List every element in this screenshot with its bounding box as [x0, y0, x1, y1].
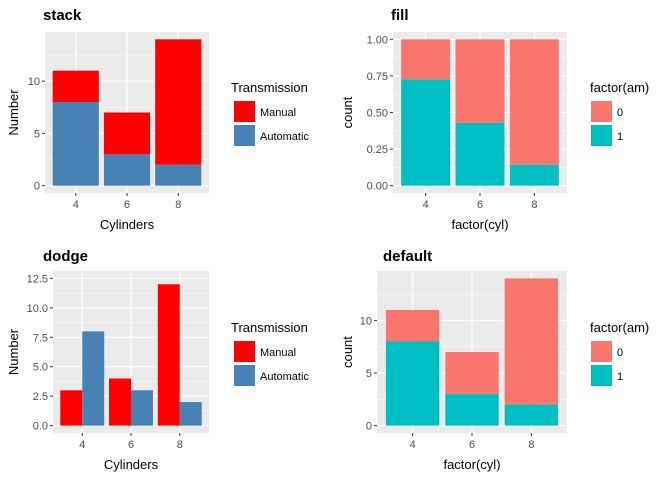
x-tick-label: 6 — [469, 439, 475, 451]
x-tick-label: 8 — [531, 199, 537, 211]
chart-title: stack — [43, 7, 82, 24]
legend: Transmission Manual Automatic — [231, 320, 309, 386]
y-axis-label: Number — [6, 89, 21, 136]
panel-stack: 0 5 10 4 6 8 stack Cylinders Number Transmission M… — [6, 7, 309, 232]
legend-title: Transmission — [231, 320, 308, 335]
y-tick-label: 0.50 — [367, 108, 388, 120]
bar-1-8 — [509, 164, 559, 186]
legend-label: Automatic — [260, 371, 309, 383]
y-tick-label: 0 — [34, 181, 40, 193]
y-tick-label: 0.75 — [367, 71, 388, 83]
x-tick-label: 4 — [79, 439, 85, 451]
bar-0-8 — [509, 39, 559, 165]
x-axis-label: factor(cyl) — [443, 457, 500, 472]
bar-manual-6 — [109, 378, 131, 426]
legend-label: 1 — [617, 131, 623, 143]
bar-0-4 — [401, 39, 451, 80]
bar-automatic-8 — [155, 164, 202, 186]
y-tick-label: 12.5 — [27, 273, 48, 285]
x-tick-label: 6 — [124, 199, 130, 211]
legend-swatch — [234, 341, 255, 362]
x-tick-label: 4 — [73, 199, 79, 211]
bar-1-4 — [401, 79, 451, 186]
y-tick-label: 0 — [366, 421, 372, 433]
legend-swatch — [591, 365, 612, 386]
legend-label: Manual — [260, 107, 296, 119]
y-tick-label: 5 — [34, 128, 40, 140]
y-tick-label: 5.0 — [33, 362, 48, 374]
legend-title: factor(am) — [590, 320, 649, 335]
x-tick-label: 6 — [128, 439, 134, 451]
y-axis-label: count — [340, 96, 355, 128]
legend-swatch — [234, 365, 255, 386]
chart-title: dodge — [43, 248, 88, 265]
bar-1-8 — [504, 404, 559, 426]
y-tick-label: 0.0 — [33, 421, 48, 433]
legend: factor(am) 0 1 — [590, 320, 649, 386]
bar-manual-4 — [52, 70, 99, 103]
bar-automatic-4 — [52, 102, 99, 186]
y-tick-label: 10.0 — [27, 303, 48, 315]
legend-label: 0 — [617, 347, 623, 359]
y-tick-label: 1.00 — [367, 34, 388, 46]
y-tick-label: 7.5 — [33, 332, 48, 344]
bar-manual-4 — [60, 390, 83, 426]
x-axis-label: Cylinders — [100, 217, 155, 232]
legend-title: Transmission — [231, 80, 308, 95]
x-tick-label: 6 — [477, 199, 483, 211]
legend-label: Automatic — [260, 131, 309, 143]
x-tick-label: 8 — [175, 199, 181, 211]
legend: factor(am) 0 1 — [590, 80, 649, 146]
bar-automatic-8 — [179, 402, 202, 426]
legend-label: 1 — [617, 371, 623, 383]
y-tick-label: 0.00 — [367, 181, 388, 193]
chart-title: default — [383, 248, 432, 265]
x-tick-label: 4 — [410, 439, 416, 451]
bar-manual-8 — [157, 284, 180, 426]
bar-1-4 — [385, 341, 440, 426]
legend-label: 0 — [617, 107, 623, 119]
legend: Transmission Manual Automatic — [231, 80, 309, 146]
legend-swatch — [234, 125, 255, 146]
bar-1-6 — [445, 394, 499, 426]
chart-title: fill — [391, 7, 409, 24]
x-tick-label: 4 — [423, 199, 429, 211]
legend-title: factor(am) — [590, 80, 649, 95]
y-tick-label: 2.5 — [33, 391, 48, 403]
bar-manual-8 — [155, 39, 202, 165]
bar-0-4 — [385, 309, 440, 342]
legend-swatch — [234, 101, 255, 122]
bar-automatic-6 — [131, 390, 153, 426]
y-tick-label: 10 — [28, 76, 40, 88]
bar-automatic-4 — [82, 331, 105, 426]
legend-swatch — [591, 125, 612, 146]
bar-0-8 — [504, 278, 559, 405]
legend-label: Manual — [260, 347, 296, 359]
y-tick-label: 5 — [366, 368, 372, 380]
x-tick-label: 8 — [528, 439, 534, 451]
bar-1-6 — [455, 122, 505, 186]
y-tick-label: 0.25 — [367, 144, 388, 156]
bar-automatic-6 — [103, 154, 151, 186]
bar-0-6 — [455, 39, 505, 123]
x-axis-label: Cylinders — [104, 457, 159, 472]
bar-manual-6 — [103, 112, 151, 155]
panel-fill: 0.00 0.25 0.50 0.75 1.00 4 6 8 fill factor(cyl) co… — [340, 7, 649, 232]
y-axis-label: Number — [6, 328, 21, 375]
y-axis-label: count — [340, 336, 355, 368]
x-tick-label: 8 — [177, 439, 183, 451]
bar-0-6 — [445, 352, 499, 395]
x-axis-label: factor(cyl) — [451, 217, 508, 232]
legend-swatch — [591, 101, 612, 122]
legend-swatch — [591, 341, 612, 362]
panel-dodge: 0.0 2.5 5.0 7.5 10.0 12.5 4 6 8 dodge Cylinders Num… — [6, 248, 309, 472]
y-tick-label: 10 — [360, 315, 372, 327]
